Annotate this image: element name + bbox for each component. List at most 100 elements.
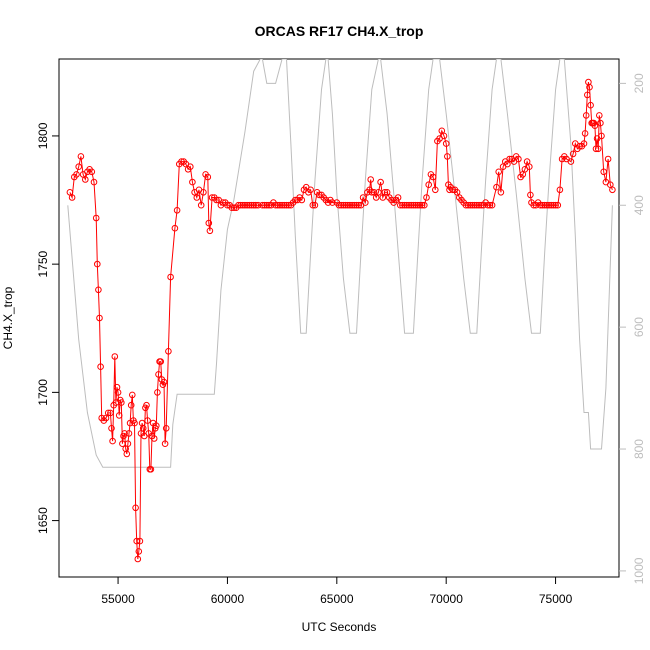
ch4-point xyxy=(213,196,220,204)
ch4-point xyxy=(171,224,179,232)
ch4-point xyxy=(464,201,472,209)
ch4-point xyxy=(254,201,262,209)
ch4-point xyxy=(108,425,115,432)
ch4-point xyxy=(580,140,588,147)
ch4-point xyxy=(397,201,404,209)
ch4-point xyxy=(442,140,450,147)
ch4-point xyxy=(444,153,451,160)
ch4-point xyxy=(189,178,196,186)
ch4-point xyxy=(495,168,503,176)
ch4-point xyxy=(200,189,207,196)
ch4-point xyxy=(410,201,417,209)
ch4-point xyxy=(367,176,375,183)
ch4-point xyxy=(586,83,593,91)
ch4-point xyxy=(92,214,100,222)
ch4-point xyxy=(114,389,122,396)
ch4-point xyxy=(111,353,119,360)
x-tick-label: 55000 xyxy=(101,592,135,606)
ch4-point xyxy=(541,201,548,209)
ch4-point xyxy=(340,201,347,209)
ch4-point xyxy=(96,314,103,322)
ch4-point xyxy=(298,196,306,204)
ch4-point xyxy=(567,158,575,165)
ch4-point xyxy=(556,186,564,194)
ch4-point xyxy=(527,191,534,199)
ch4-point xyxy=(121,430,128,437)
ch4-point xyxy=(307,186,314,194)
ch4-point xyxy=(344,201,352,209)
ch4-point xyxy=(526,163,533,170)
ch4-point xyxy=(582,112,590,119)
ch4-point xyxy=(335,201,343,209)
y-tick-label: 1800 xyxy=(36,122,50,149)
ch4-point xyxy=(552,201,559,209)
ch4-point xyxy=(587,101,594,109)
ch4-point xyxy=(95,286,102,294)
ch4-point xyxy=(407,201,415,209)
ch4-point xyxy=(259,201,266,209)
ch4-point xyxy=(252,201,260,209)
chart-title: ORCAS RF17 CH4.X_trop xyxy=(255,23,424,39)
ch4-point xyxy=(569,150,577,158)
ch4-point xyxy=(594,145,602,153)
ch4-point xyxy=(129,391,136,399)
ch4-point xyxy=(488,201,496,209)
ch4-point xyxy=(237,201,244,209)
ch4-point xyxy=(418,201,426,209)
ch4-point xyxy=(125,430,133,437)
ch4-point xyxy=(278,201,286,209)
ch4-point xyxy=(543,201,551,209)
ch4-point xyxy=(94,260,101,268)
ch4-point xyxy=(161,440,169,448)
ch4-point xyxy=(375,189,382,196)
ch4-point xyxy=(162,425,170,432)
ch4-point xyxy=(337,201,345,209)
ch4-point xyxy=(609,186,616,194)
y-axis-label: CH4.X_trop xyxy=(1,286,15,349)
ch4-point xyxy=(160,378,168,386)
ch4-point xyxy=(355,201,363,209)
right-tick-label: 1000 xyxy=(632,557,646,584)
right-tick-label: 400 xyxy=(632,195,646,215)
ch4-point xyxy=(493,183,500,191)
ch4-point xyxy=(274,201,282,209)
ch4-point xyxy=(547,201,555,209)
ch4-point xyxy=(368,189,376,196)
ch4-point xyxy=(90,178,98,186)
ch4-point xyxy=(139,425,147,432)
ch4-point xyxy=(592,145,600,153)
ch4-point xyxy=(187,163,194,170)
ch4-point xyxy=(309,201,317,209)
ch4-point xyxy=(272,201,279,209)
y-tick-label: 1700 xyxy=(36,379,50,406)
ch4-point xyxy=(394,194,402,201)
x-tick-label: 60000 xyxy=(211,592,245,606)
right-tick-label: 800 xyxy=(632,439,646,459)
ch4-point xyxy=(204,173,212,181)
ch4-point xyxy=(471,201,478,209)
ch4-point xyxy=(173,207,181,214)
ch4-point xyxy=(329,199,336,206)
ch4-point xyxy=(75,163,82,170)
x-axis-label: UTC Seconds xyxy=(302,620,377,634)
ch4-point xyxy=(243,201,251,209)
ch4-point xyxy=(104,409,112,417)
ch4-point xyxy=(537,201,544,209)
ch4-point xyxy=(604,155,612,163)
right-axis: 200 400 600 800 1000 xyxy=(619,73,646,584)
ch4-point xyxy=(239,201,247,209)
ch4-point xyxy=(469,201,476,209)
ch4-point xyxy=(346,201,354,209)
ch4-point xyxy=(147,466,155,473)
ch4-point xyxy=(348,201,356,209)
ch4-point xyxy=(241,201,249,209)
x-tick-label: 70000 xyxy=(430,592,464,606)
ch4-point xyxy=(205,219,213,227)
ch4-point xyxy=(497,189,505,196)
ch4-point xyxy=(97,363,104,371)
ch4-point xyxy=(584,91,591,99)
ch4-point xyxy=(421,201,428,209)
ch4-point xyxy=(68,194,76,201)
